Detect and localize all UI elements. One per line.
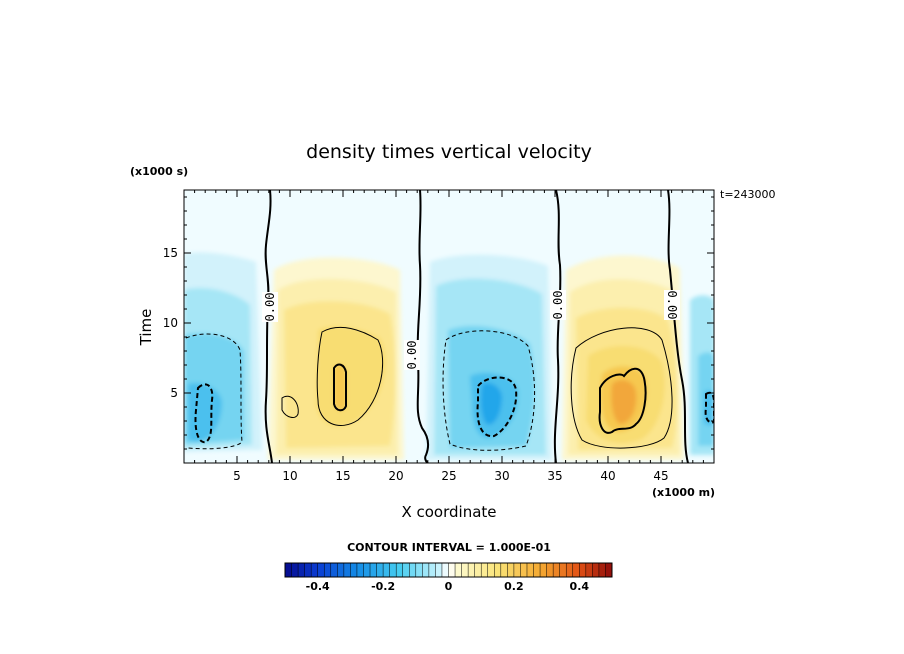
- colorbar-swatch: [468, 563, 476, 577]
- colorbar-swatch: [428, 563, 436, 577]
- colorbar-swatch: [605, 563, 613, 577]
- colorbar-tick-label: -0.4: [306, 580, 330, 593]
- contour-interval: CONTOUR INTERVAL = 1.000E-01: [347, 541, 551, 554]
- y-unit-label: (x1000 s): [130, 165, 188, 178]
- colorbar-swatch: [376, 563, 384, 577]
- colorbar-swatch: [337, 563, 345, 577]
- colorbar-swatch: [526, 563, 535, 577]
- colorbar: -0.4 -0.2 0 0.2 0.4: [284, 562, 613, 593]
- colorbar-swatch: [474, 563, 482, 577]
- colorbar-swatch: [396, 563, 404, 577]
- colorbar-swatch: [566, 563, 574, 577]
- colorbar-swatch: [520, 563, 528, 577]
- colorbar-swatch: [311, 563, 319, 577]
- x-tick-label: 20: [388, 469, 403, 483]
- colorbar-swatch: [291, 563, 299, 577]
- chart-title: density times vertical velocity: [306, 141, 592, 163]
- colorbar-swatch: [383, 563, 391, 577]
- colorbar-swatch: [494, 563, 502, 577]
- colorbar-swatch: [422, 563, 430, 577]
- colorbar-swatch: [389, 563, 397, 577]
- colorbar-swatch: [487, 563, 495, 577]
- y-tick-label: 10: [163, 316, 178, 330]
- zero-contour-labels: 0.00 0.00 0.00 0.00: [262, 290, 680, 370]
- y-axis-label: Time: [137, 309, 155, 347]
- colorbar-swatch: [533, 563, 541, 577]
- colorbar-swatch: [441, 563, 449, 577]
- colorbar-swatch: [415, 563, 423, 577]
- zero-contour-label: 0.00: [665, 291, 679, 320]
- axis-ticks: 5 10 15 20 25 30 35 40 45 5 10 15: [163, 190, 714, 483]
- colorbar-swatch: [585, 563, 593, 577]
- colorbar-swatch: [343, 563, 351, 577]
- colorbar-swatch: [356, 563, 364, 577]
- colorbar-tick-label: -0.2: [371, 580, 395, 593]
- colorbar-swatch: [350, 563, 358, 577]
- colorbar-swatch: [298, 563, 306, 577]
- colorbar-swatch: [553, 563, 561, 577]
- colorbar-swatch: [507, 563, 515, 577]
- colorbar-swatch: [435, 563, 443, 577]
- colorbar-swatch: [598, 563, 606, 577]
- zero-contour-label: 0.00: [405, 341, 419, 370]
- colorbar-swatch: [579, 563, 587, 577]
- colorbar-swatch: [592, 563, 600, 577]
- colorbar-swatch: [546, 563, 554, 577]
- colorbar-swatch: [402, 563, 410, 577]
- colorbar-swatch: [363, 563, 371, 577]
- colorbar-swatch: [572, 563, 580, 577]
- colorbar-swatch: [540, 563, 548, 577]
- colorbar-swatch: [285, 563, 293, 577]
- colorbar-swatch: [409, 563, 417, 577]
- zero-contour-label: 0.00: [551, 291, 565, 320]
- x-unit-label: (x1000 m): [652, 486, 715, 499]
- y-tick-label: 15: [163, 246, 178, 260]
- colorbar-tick-label: 0: [445, 580, 453, 593]
- colorbar-frame: [284, 562, 613, 578]
- colorbar-tick-label: 0.2: [504, 580, 524, 593]
- time-stamp: t=243000: [720, 188, 776, 201]
- colorbar-tick-label: 0.4: [570, 580, 590, 593]
- colorbar-swatch: [513, 563, 521, 577]
- x-tick-label: 35: [547, 469, 562, 483]
- x-axis-label: X coordinate: [401, 503, 496, 521]
- colorbar-swatch: [304, 563, 312, 577]
- x-tick-label: 40: [600, 469, 615, 483]
- x-tick-label: 5: [233, 469, 241, 483]
- zero-contour-label: 0.00: [263, 293, 277, 322]
- x-tick-label: 10: [282, 469, 297, 483]
- plot-area: 0.00 0.00 0.00 0.00: [184, 190, 714, 463]
- colorbar-swatch: [448, 563, 456, 577]
- colorbar-swatch: [559, 563, 567, 577]
- colorbar-swatch: [461, 563, 469, 577]
- colorbar-swatch: [481, 563, 489, 577]
- colorbar-swatch: [370, 563, 378, 577]
- y-tick-label: 5: [170, 386, 178, 400]
- colorbar-swatch: [500, 563, 508, 577]
- colorbar-swatch: [330, 563, 338, 577]
- colorbar-swatch: [455, 563, 463, 577]
- x-tick-label: 45: [653, 469, 668, 483]
- x-tick-label: 15: [335, 469, 350, 483]
- colorbar-swatch: [324, 563, 332, 577]
- x-tick-label: 25: [441, 469, 456, 483]
- x-tick-label: 30: [494, 469, 509, 483]
- colorbar-swatch: [317, 563, 325, 577]
